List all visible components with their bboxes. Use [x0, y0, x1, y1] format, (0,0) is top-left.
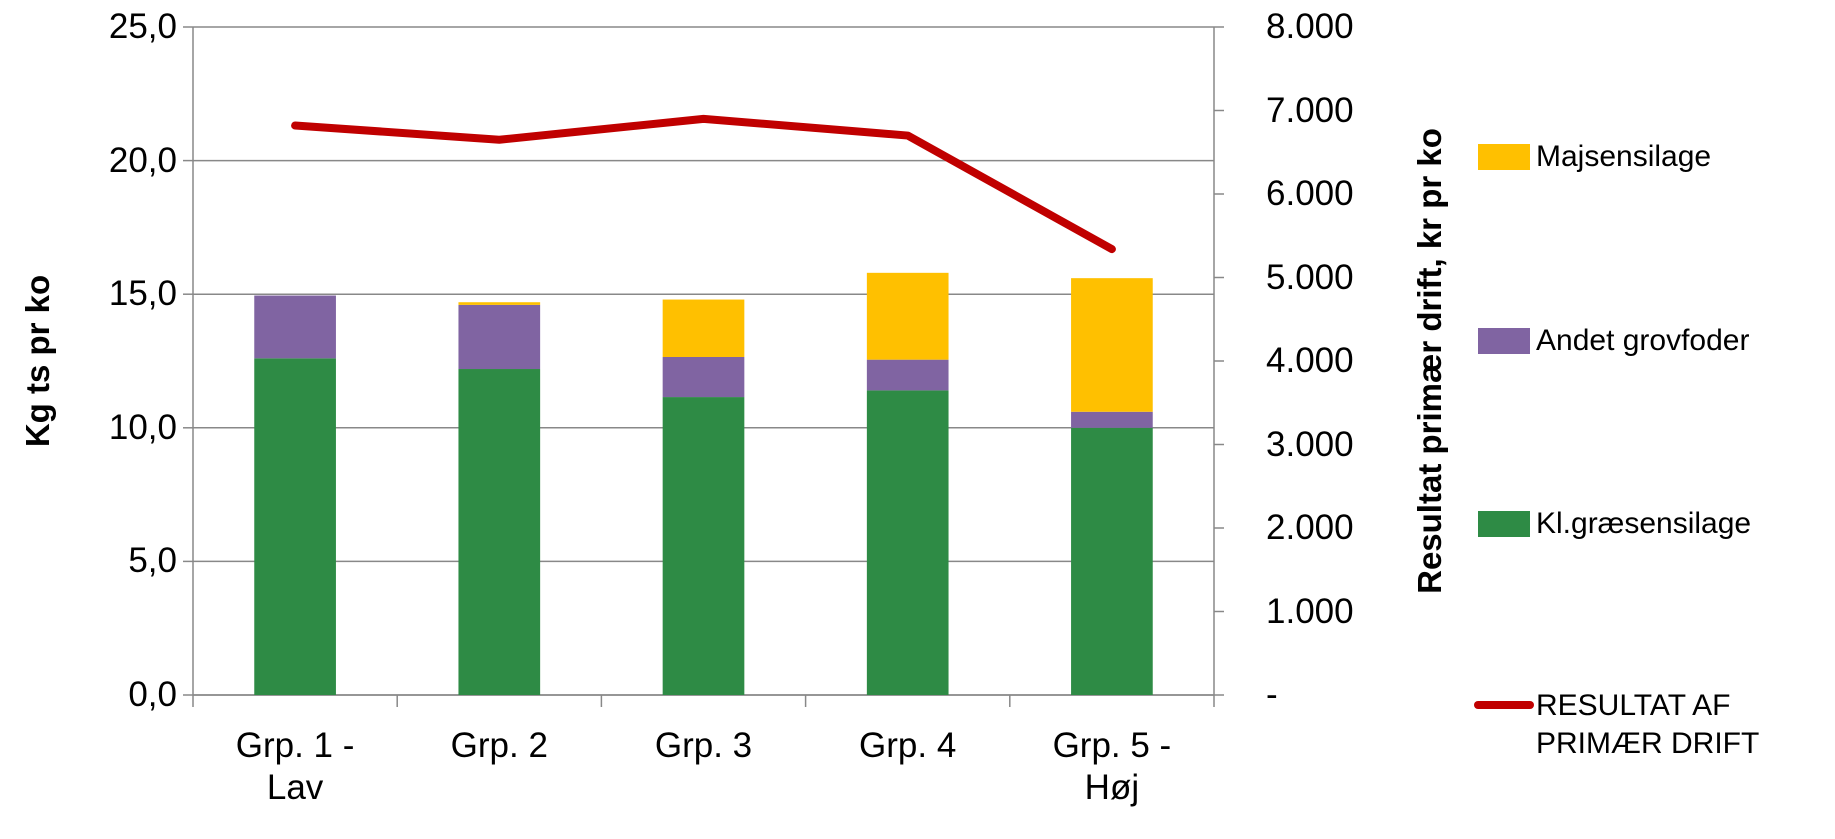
y-tick-label: 0,0: [128, 675, 177, 714]
y2-tick-label: 4.000: [1266, 341, 1354, 380]
legend-swatch: [1478, 144, 1530, 170]
x-tick-label: Grp. 3: [654, 726, 753, 765]
y-tick-label: 10,0: [108, 407, 177, 447]
bar-segment: [1071, 427, 1153, 695]
y2-tick-label: 1.000: [1266, 591, 1354, 631]
x-tick-label: Grp. 4: [859, 726, 957, 765]
x-tick-label: Grp. 1 - Lav: [235, 726, 355, 807]
y-tick-label: 5,0: [128, 541, 177, 581]
bar-segment: [254, 358, 336, 695]
y-tick-label: 15,0: [108, 274, 177, 314]
y2-tick-label: 2.000: [1266, 508, 1354, 547]
y-tick-label: 20,0: [108, 140, 177, 180]
bar-segment: [458, 304, 541, 370]
x-tick-label: Grp. 2: [450, 726, 548, 765]
legend-label: Majsensilage: [1536, 140, 1712, 173]
legend-label: Kl.græsensilage: [1536, 507, 1752, 540]
line-series: [291, 114, 1116, 254]
legend-label: Andet grovfoder: [1536, 324, 1750, 357]
bar-segment: [662, 299, 745, 357]
y2-tick-label: 5.000: [1266, 257, 1354, 297]
legend-label: RESULTAT AF PRIMÆR DRIFT: [1536, 689, 1760, 760]
y-tick-label: 25,0: [108, 7, 177, 46]
bar-segment: [662, 356, 745, 398]
bar-segment: [458, 369, 541, 695]
y-axis-title: Kg ts pr ko: [19, 274, 56, 448]
legend-swatch: [1478, 328, 1530, 354]
y2-tick-label: 6.000: [1266, 174, 1354, 213]
bar-segment: [866, 390, 949, 695]
bar-segment: [866, 359, 949, 391]
y2-tick-label: 8.000: [1266, 7, 1354, 46]
bar-segment: [1071, 278, 1153, 412]
bar-segment: [662, 397, 745, 695]
bar-segment: [458, 302, 541, 305]
bar-segment: [866, 272, 949, 360]
y2-tick-label: 3.000: [1266, 424, 1354, 464]
x-tick-label: Grp. 5 - Høj: [1052, 726, 1172, 807]
legend-swatch: [1478, 511, 1530, 537]
bar-segment: [1071, 411, 1153, 428]
y2-tick-label: 7.000: [1266, 90, 1354, 130]
y2-axis-title: Resultat primær drift, kr pr ko: [1411, 128, 1448, 594]
bar-segment: [254, 295, 336, 359]
y2-tick-label: -: [1266, 675, 1278, 714]
